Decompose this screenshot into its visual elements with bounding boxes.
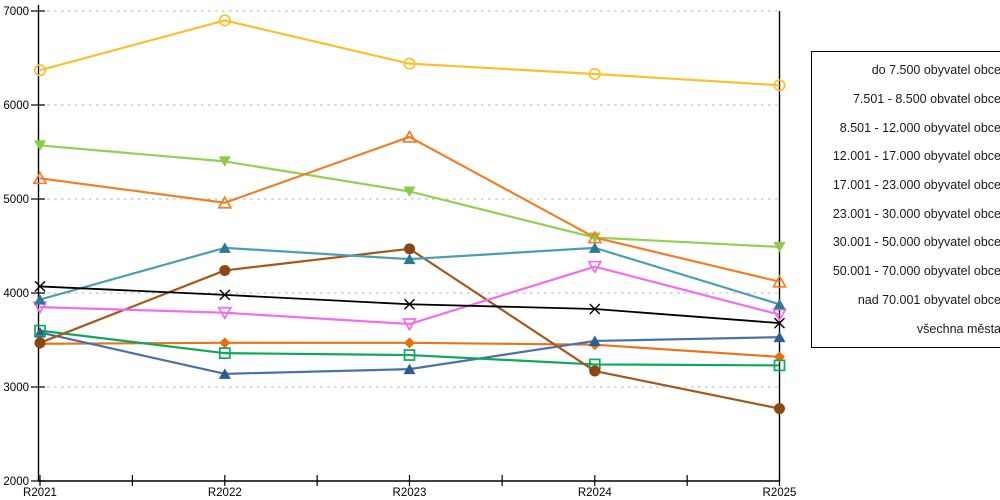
marker-square-open	[34, 324, 46, 337]
marker-triangle-up	[218, 368, 231, 379]
marker-triangle-down	[218, 156, 231, 167]
legend-item-label: nad 70.001 obyvatel obce	[857, 292, 1000, 307]
marker-triangle-down	[403, 186, 416, 197]
series-markers-2	[34, 324, 786, 372]
marker-x	[589, 303, 601, 315]
series-markers-9	[34, 280, 785, 329]
legend-item-label: 7.501 - 8.500 obvatel obce	[852, 92, 1000, 107]
marker-circle-open	[33, 64, 47, 77]
marker-square-open	[773, 359, 786, 372]
series-markers-4	[34, 243, 785, 415]
marker-triangle-up	[773, 298, 786, 310]
marker-circle	[404, 243, 415, 255]
legend-item-7: 50.001 - 70.000 obyvatel obce	[812, 264, 1000, 278]
legend-item-6: 30.001 - 50.000 obyvatel obce	[812, 235, 1000, 249]
marker-diamond	[219, 337, 231, 349]
x-tick-label: R2025	[763, 487, 797, 499]
marker-square-open	[218, 347, 231, 360]
marker-square-open	[403, 349, 416, 361]
marker-triangle-up-open	[402, 129, 417, 143]
marker-circle	[774, 403, 785, 415]
marker-x	[404, 298, 415, 310]
y-tick-label: 6000	[3, 100, 29, 112]
marker-triangle-up	[218, 242, 231, 253]
marker-triangle-up-open	[217, 195, 233, 209]
series-markers-1	[34, 326, 786, 379]
legend-item-label: 17.001 - 23.000 obyvatel obce	[832, 178, 1000, 193]
x-tick-label: R2022	[208, 487, 242, 499]
series-markers-5	[34, 140, 786, 253]
legend-item-label: 30.001 - 50.000 obyvatel obce	[832, 235, 1000, 250]
legend-item-9: všechna města	[812, 322, 1000, 336]
marker-x	[34, 280, 46, 292]
marker-triangle-up-open	[32, 171, 48, 185]
legend-item-0: do 7.500 obyvatel obce	[812, 63, 1000, 77]
series-line-2	[39, 329, 780, 367]
series-markers-6	[32, 129, 787, 288]
marker-diamond	[404, 337, 415, 349]
legend-item-label: 12.001 - 17.000 obyvatel obce	[832, 149, 1000, 164]
chart-legend: do 7.500 obyvatel obce 7.501 - 8.500 obva…	[811, 51, 1000, 348]
legend-item-label: 23.001 - 30.000 obyvatel obce	[832, 206, 1000, 221]
marker-triangle-down-open	[217, 306, 233, 320]
marker-triangle-up	[403, 253, 416, 265]
series-line-7	[39, 265, 780, 326]
marker-triangle-up	[34, 294, 46, 305]
series-line-3	[39, 19, 780, 87]
legend-item-label: do 7.500 obyvatel obce	[871, 63, 1000, 78]
y-tick-label: 7000	[3, 6, 29, 18]
marker-triangle-up	[588, 242, 601, 253]
series-markers-8	[34, 242, 786, 310]
x-tick-label: R2023	[393, 487, 427, 499]
series-markers-3	[33, 14, 786, 92]
marker-triangle-down-open	[772, 308, 787, 322]
marker-circle	[589, 365, 601, 377]
marker-circle-open	[403, 57, 416, 70]
y-tick-label: 3000	[3, 382, 29, 394]
y-tick-label: 4000	[3, 288, 29, 300]
legend-item-8: nad 70.001 obyvatel obce	[812, 293, 1000, 307]
legend-item-3: 12.001 - 17.000 obyvatel obce	[812, 149, 1000, 163]
x-tick-label: R2021	[23, 487, 57, 499]
marker-x	[774, 317, 785, 329]
marker-triangle-down-open	[587, 260, 603, 274]
marker-circle	[219, 264, 231, 276]
marker-triangle-down	[34, 140, 46, 151]
marker-circle-open	[218, 14, 231, 27]
marker-triangle-up	[588, 335, 601, 346]
legend-item-2: 8.501 - 12.000 obyvatel obce	[812, 121, 1000, 135]
legend-item-5: 23.001 - 30.000 obyvatel obce	[812, 207, 1000, 221]
y-tick-label: 5000	[3, 194, 29, 206]
marker-triangle-down-open	[402, 318, 417, 332]
marker-triangle-up	[773, 331, 786, 343]
marker-triangle-down	[588, 232, 601, 244]
legend-item-label: 8.501 - 12.000 obyvatel obce	[839, 120, 1000, 135]
legend-item-1: 7.501 - 8.500 obvatel obce	[812, 92, 1000, 106]
marker-triangle-up	[403, 363, 416, 375]
x-tick-label: R2024	[578, 487, 612, 499]
series-line-6	[39, 135, 780, 283]
legend-item-4: 17.001 - 23.000 obyvatel obce	[812, 178, 1000, 192]
marker-triangle-down	[773, 241, 786, 253]
legend-item-label: 50.001 - 70.000 obyvatel obce	[832, 264, 1000, 279]
marker-triangle-up-open	[772, 274, 787, 288]
marker-circle-open	[773, 79, 786, 92]
marker-circle	[34, 337, 46, 349]
marker-circle-open	[588, 67, 601, 81]
marker-x	[219, 289, 231, 301]
legend-item-label: všechna města	[916, 321, 1000, 336]
y-tick-label: 2000	[3, 476, 29, 488]
